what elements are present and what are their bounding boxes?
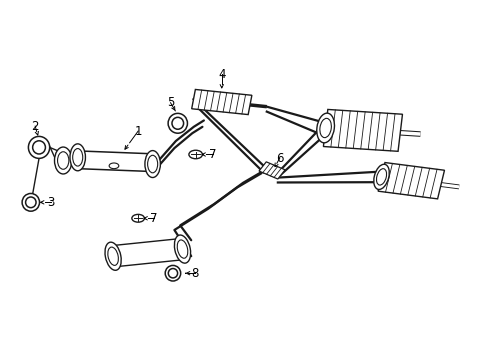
Ellipse shape	[144, 150, 160, 177]
Polygon shape	[76, 151, 154, 172]
Ellipse shape	[319, 118, 331, 138]
Polygon shape	[111, 239, 184, 267]
Ellipse shape	[28, 136, 50, 158]
Text: 1: 1	[134, 125, 142, 138]
Text: 5: 5	[166, 96, 174, 109]
Polygon shape	[377, 163, 444, 199]
Ellipse shape	[373, 164, 388, 189]
Ellipse shape	[73, 149, 82, 166]
Ellipse shape	[188, 150, 202, 159]
Ellipse shape	[54, 147, 72, 174]
Ellipse shape	[316, 113, 334, 143]
Ellipse shape	[22, 193, 40, 211]
Ellipse shape	[58, 152, 69, 169]
Text: 7: 7	[209, 148, 216, 161]
Ellipse shape	[109, 163, 119, 168]
Text: 3: 3	[47, 196, 55, 209]
Ellipse shape	[172, 117, 183, 129]
Ellipse shape	[108, 247, 118, 265]
Ellipse shape	[165, 265, 180, 281]
Ellipse shape	[33, 141, 45, 154]
Text: 2: 2	[31, 120, 39, 132]
Ellipse shape	[147, 155, 157, 173]
Text: 8: 8	[191, 267, 199, 280]
Ellipse shape	[168, 113, 187, 133]
Ellipse shape	[174, 235, 190, 263]
Ellipse shape	[376, 169, 386, 185]
Text: 6: 6	[276, 152, 283, 165]
Text: 7: 7	[150, 212, 158, 225]
Ellipse shape	[168, 269, 177, 278]
Polygon shape	[323, 109, 402, 151]
Polygon shape	[191, 89, 251, 114]
Ellipse shape	[25, 197, 36, 208]
Ellipse shape	[70, 144, 85, 171]
Text: 4: 4	[218, 68, 225, 81]
Ellipse shape	[177, 240, 187, 258]
Ellipse shape	[105, 242, 121, 270]
Polygon shape	[259, 162, 285, 179]
Ellipse shape	[132, 215, 144, 222]
